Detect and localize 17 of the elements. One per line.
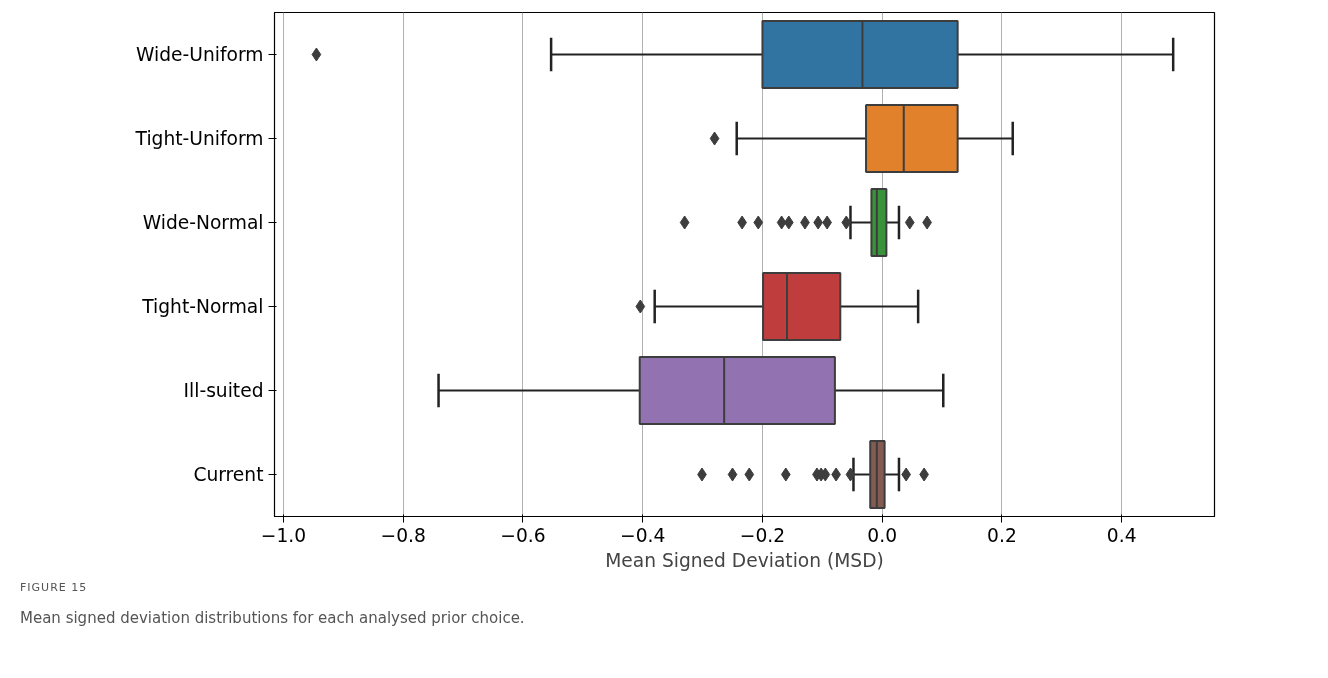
y-tick-label: Tight-Uniform [134,128,264,149]
y-tick-label: Ill-suited [183,380,264,401]
x-axis-title: Mean Signed Deviation (MSD) [605,549,884,571]
y-tick-label: Tight-Normal [141,296,264,317]
x-tick-label: −0.8 [380,524,426,546]
x-tick-label: −0.4 [620,524,666,546]
x-tick-label: 0.4 [1106,524,1137,546]
x-tick-label: 0.0 [867,524,898,546]
y-tick-label: Current [193,464,264,485]
caption: FIGURE 15 [20,580,88,596]
text: Mean signed deviation distributions for each analysed prior choice. [20,607,525,629]
x-tick-label: −1.0 [260,524,307,546]
x-tick-label: −0.2 [739,524,786,546]
y-tick-label: Wide-Normal [142,212,264,233]
x-tick-label: 0.2 [987,524,1017,546]
y-tick-label: Wide-Uniform [136,44,264,65]
x-tick-label: −0.6 [500,524,546,546]
